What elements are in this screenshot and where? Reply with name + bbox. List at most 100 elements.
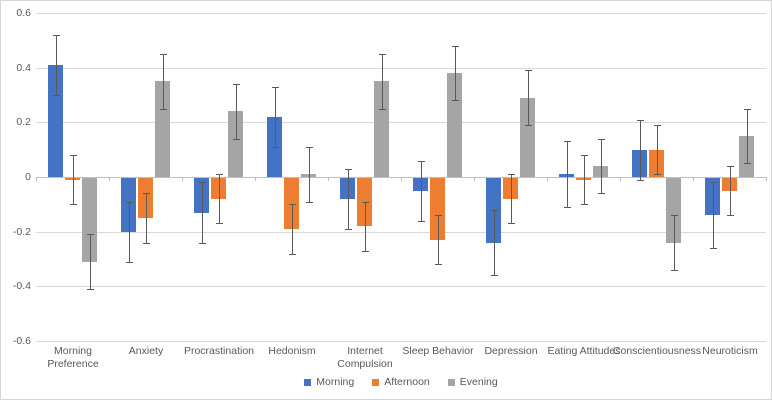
bar-afternoon [576, 178, 591, 180]
error-bar-cap-bottom [379, 108, 386, 110]
error-bar-cap-bottom [508, 223, 515, 225]
error-bar-cap-top [452, 45, 459, 47]
error-bar-cap-bottom [345, 228, 352, 230]
error-bar-cap-bottom [727, 215, 734, 217]
error-bar-line [365, 201, 366, 251]
bar-afternoon [284, 178, 299, 229]
error-bar-line [584, 155, 585, 205]
error-bar-cap-bottom [233, 138, 240, 140]
error-bar-cap-top [143, 193, 150, 195]
y-axis-tick-label: 0.4 [16, 61, 31, 74]
error-bar-cap-top [70, 155, 77, 157]
error-bar-line [202, 182, 203, 243]
error-bar-cap-bottom [199, 242, 206, 244]
category-axis-tick [766, 177, 767, 181]
legend-label: Evening [459, 376, 498, 388]
error-bar-cap-top [637, 119, 644, 121]
category-label: Procrastination [183, 345, 255, 357]
category-label: Morning Preference [47, 345, 99, 370]
bar-evening [374, 81, 389, 177]
error-bar-line [236, 84, 237, 139]
category-label: Anxiety [128, 345, 164, 357]
bar-afternoon [722, 178, 737, 191]
error-bar-cap-bottom [143, 242, 150, 244]
error-bar-cap-top [654, 125, 661, 127]
legend-swatch-icon [372, 378, 380, 386]
error-bar-cap-top [289, 204, 296, 206]
error-bar-cap-top [126, 201, 133, 203]
error-bar-line [730, 166, 731, 216]
error-bar-cap-bottom [272, 146, 279, 148]
y-axis-tick-label: 0.6 [16, 7, 31, 19]
y-axis-tick-label: 0 [25, 171, 31, 183]
error-bar-line [292, 204, 293, 254]
error-bar-cap-top [233, 84, 240, 86]
bar-evening [301, 174, 316, 177]
error-bar-line [309, 146, 310, 202]
category-axis-tick [328, 177, 329, 181]
y-axis-tick-label: -0.6 [12, 335, 31, 347]
y-axis-tick-label: 0.2 [16, 116, 31, 129]
bar-evening [82, 178, 97, 262]
legend-label: Morning [316, 376, 355, 388]
error-bar-cap-bottom [289, 253, 296, 255]
bar-evening [593, 166, 608, 177]
bar-evening [447, 73, 462, 177]
category-axis-tick [401, 177, 402, 181]
error-bar-line [421, 160, 422, 221]
error-bar-cap-bottom [452, 100, 459, 102]
bar-morning [632, 149, 647, 177]
error-bar-cap-top [379, 54, 386, 55]
error-bar-line [56, 34, 57, 95]
bar-evening [666, 178, 681, 243]
category-axis-tick [693, 177, 694, 181]
error-bar-cap-top [744, 108, 751, 110]
error-bar-cap-top [710, 182, 717, 184]
error-bar-cap-top [272, 86, 279, 88]
error-bar-cap-bottom [598, 193, 605, 195]
gridline [36, 286, 766, 288]
plot-area [36, 1, 767, 399]
error-bar-cap-top [87, 234, 94, 236]
category-axis-tick [182, 177, 183, 181]
error-bar-line [674, 215, 675, 270]
error-bar-cap-top [216, 174, 223, 176]
category-label: Internet Compulsion [337, 345, 393, 370]
error-bar-cap-bottom [564, 207, 571, 209]
error-bar-cap-top [362, 201, 369, 203]
legend-item-evening: Evening [447, 376, 498, 388]
category-label: Neuroticism [702, 345, 758, 357]
bar-morning [559, 174, 574, 177]
error-bar-cap-top [525, 70, 532, 72]
gridline [36, 341, 766, 342]
error-bar-cap-bottom [70, 204, 77, 206]
category-label: Depression [484, 345, 538, 357]
error-bar-cap-bottom [435, 264, 442, 266]
y-axis-tick-label: -0.2 [12, 225, 31, 238]
error-bar-cap-top [199, 182, 206, 184]
category-axis-tick [109, 177, 110, 181]
bar-morning [705, 178, 720, 216]
error-bar-line [640, 119, 641, 180]
error-bar-line [146, 193, 147, 243]
error-bar-cap-top [53, 34, 60, 36]
error-bar-line [528, 70, 529, 126]
error-bar-cap-bottom [53, 95, 60, 96]
category-label: Conscientiousness [612, 345, 702, 357]
gridline [36, 231, 766, 233]
error-bar-cap-bottom [525, 125, 532, 127]
error-bar-line [438, 215, 439, 265]
bar-afternoon [211, 178, 226, 199]
category-axis-tick [255, 177, 256, 181]
error-bar-cap-top [160, 54, 167, 55]
error-bar-cap-top [306, 146, 313, 148]
error-bar-cap-bottom [744, 163, 751, 165]
error-bar-cap-bottom [362, 250, 369, 252]
bar-afternoon [649, 149, 664, 177]
error-bar-cap-bottom [581, 204, 588, 206]
error-bar-line [511, 174, 512, 224]
error-bar-cap-top [418, 160, 425, 162]
bar-afternoon [430, 178, 445, 240]
error-bar-line [73, 155, 74, 205]
error-bar-line [163, 54, 164, 109]
